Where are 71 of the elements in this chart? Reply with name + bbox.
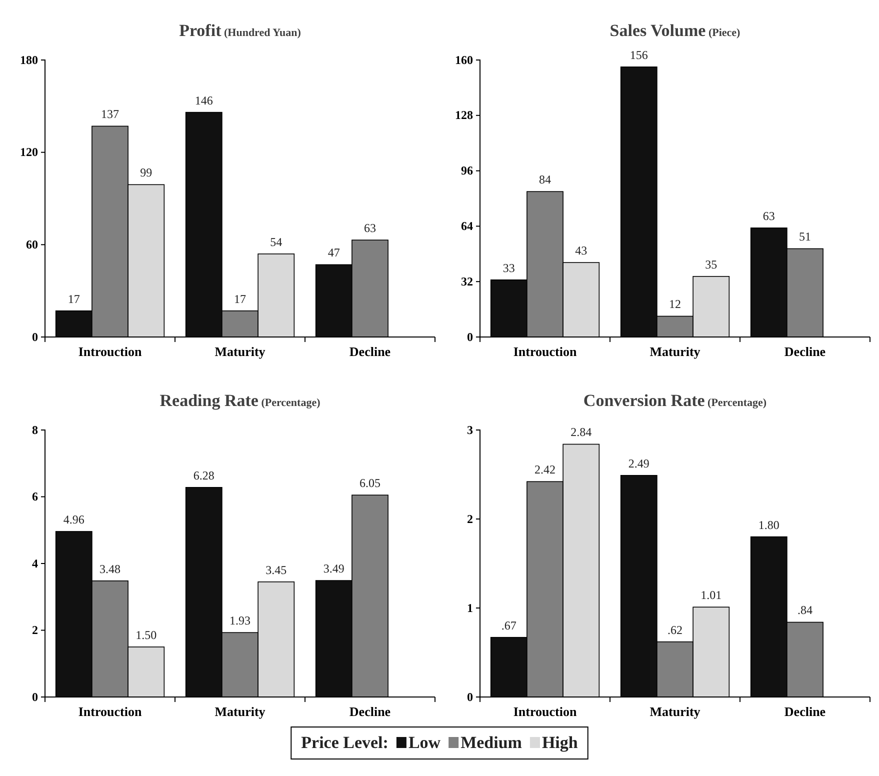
data-label: 63	[762, 208, 775, 223]
data-label: 3.48	[100, 562, 120, 576]
chart-title: Reading Rate (Percentage)	[160, 391, 321, 410]
legend-title: Price Level:	[301, 733, 388, 752]
y-tick-label: 128	[455, 108, 473, 122]
x-tick-label: Introuction	[78, 344, 142, 360]
y-tick-label: 2	[32, 623, 38, 638]
y-tick-label: 32	[461, 274, 473, 288]
y-tick-label: 3	[467, 422, 473, 437]
x-tick-label: Decline	[349, 344, 391, 360]
y-tick-label: 0	[32, 690, 38, 704]
y-tick-label: 64	[461, 219, 473, 234]
chart-title: Profit (Hundred Yuan)	[179, 21, 302, 40]
data-label: 146	[194, 93, 213, 108]
y-tick-label: 180	[20, 52, 38, 67]
x-tick-label: Decline	[784, 344, 826, 360]
legend-label: Medium	[460, 733, 522, 752]
data-label: 3.45	[266, 562, 287, 577]
data-label: 4.96	[63, 512, 84, 526]
data-label: 99	[140, 166, 152, 180]
data-label: 84	[539, 172, 551, 187]
y-tick-label: 1	[467, 600, 473, 615]
data-label: 2.84	[570, 425, 592, 440]
y-tick-label: 2	[467, 512, 473, 526]
data-label: 43	[575, 244, 588, 258]
x-tick-label: Maturity	[650, 344, 701, 360]
x-tick-label: Decline	[349, 704, 391, 720]
legend-label: High	[542, 733, 578, 752]
data-label: .62	[668, 622, 682, 637]
y-tick-label: 160	[455, 52, 473, 67]
data-label: 17	[68, 292, 80, 306]
data-label: 12	[669, 297, 681, 312]
data-label: 2.49	[628, 456, 650, 470]
data-label: 35	[705, 257, 718, 272]
y-tick-label: 60	[26, 238, 38, 252]
y-tick-label: 0	[467, 330, 473, 344]
x-tick-label: Maturity	[650, 704, 701, 720]
data-label: 137	[101, 107, 119, 122]
data-label: .84	[798, 603, 812, 618]
chart-title: Conversion Rate (Percentage)	[583, 391, 767, 410]
data-label: 1.80	[758, 518, 780, 532]
data-label: 33	[502, 260, 515, 275]
y-tick-label: 8	[32, 422, 38, 437]
data-label: 1.50	[136, 628, 157, 642]
x-tick-label: Introuction	[513, 704, 578, 720]
data-label: 54	[270, 234, 282, 249]
data-label: 1.01	[700, 588, 722, 602]
y-tick-label: 0	[467, 690, 473, 704]
x-tick-label: Introuction	[513, 344, 578, 360]
x-tick-label: Decline	[784, 704, 826, 720]
data-label: 3.49	[323, 562, 344, 576]
data-label: 63	[364, 221, 376, 236]
x-tick-label: Maturity	[214, 704, 266, 720]
data-label: 2.42	[534, 462, 556, 477]
data-label: 6.28	[193, 468, 214, 482]
y-tick-label: 120	[20, 145, 38, 160]
y-tick-label: 0	[32, 330, 38, 344]
x-tick-label: Introuction	[78, 704, 142, 720]
data-label: 156	[630, 48, 648, 62]
y-tick-label: 96	[461, 164, 473, 178]
data-label: 47	[328, 246, 340, 260]
y-tick-label: 4	[32, 556, 38, 570]
data-label: 17	[234, 292, 246, 306]
chart-title: Sales Volume (Piece)	[610, 21, 741, 40]
data-label: 6.05	[360, 476, 380, 490]
y-tick-label: 6	[32, 490, 38, 504]
data-label: .67	[501, 618, 516, 632]
x-tick-label: Maturity	[214, 344, 266, 360]
legend-label: Low	[408, 733, 442, 752]
data-label: 51	[799, 230, 811, 244]
data-label: 1.93	[230, 614, 250, 628]
